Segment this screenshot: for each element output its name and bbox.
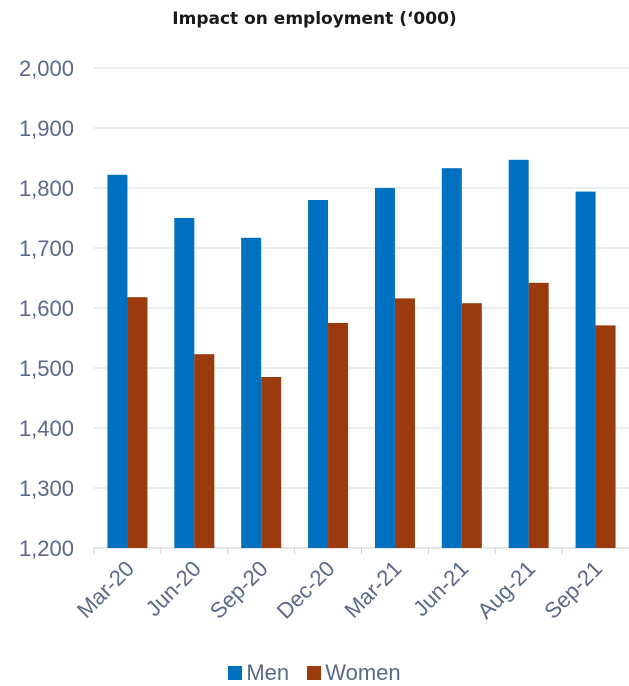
bar-men [241, 237, 262, 549]
bar-women [528, 282, 549, 548]
bar-women [261, 377, 282, 548]
x-tick-label: Aug-21 [472, 556, 540, 624]
plot-area: 1,200 1,300 1,400 1,500 1,600 1,700 1,800 1,900… [19, 56, 629, 624]
legend-swatch-men [228, 666, 243, 680]
legend-swatch-women [307, 666, 322, 680]
y-tick-label: 2,000 [19, 56, 74, 81]
bar-men [374, 188, 395, 548]
x-tick-label: Sep-20 [205, 556, 273, 624]
legend-item-men: Men [228, 660, 289, 686]
y-tick-label: 1,800 [19, 176, 74, 201]
bar-men [575, 191, 596, 548]
legend-item-women: Women [307, 660, 401, 686]
x-tick-label: Jun-21 [408, 556, 473, 621]
bar-men [441, 168, 462, 548]
x-tick-label: Mar-21 [340, 556, 407, 623]
bar-men [107, 174, 128, 549]
y-tick-label: 1,500 [19, 356, 74, 381]
legend: Men Women [0, 660, 629, 686]
x-tick-label: Jun-20 [141, 556, 206, 621]
legend-label-women: Women [325, 660, 401, 685]
bar-women [194, 354, 215, 548]
bar-men [308, 200, 329, 548]
y-tick-label: 1,700 [19, 236, 74, 261]
y-tick-label: 1,200 [19, 536, 74, 561]
y-tick-label: 1,400 [19, 416, 74, 441]
x-tick-label: Sep-21 [539, 556, 607, 624]
bar-women [461, 303, 482, 548]
y-tick-label: 1,600 [19, 296, 74, 321]
legend-label-men: Men [246, 660, 290, 685]
bar-men [508, 159, 529, 549]
y-tick-label: 1,900 [19, 116, 74, 141]
bar-women [595, 325, 616, 548]
x-tick-label: Dec-20 [272, 556, 340, 624]
y-tick-label: 1,300 [19, 476, 74, 501]
bar-women [328, 323, 349, 548]
bar-men [174, 218, 195, 548]
bar-women [127, 297, 148, 548]
chart-title: Impact on employment (‘000) [172, 9, 457, 29]
x-tick-label: Mar-20 [72, 556, 139, 623]
bar-women [394, 298, 415, 548]
